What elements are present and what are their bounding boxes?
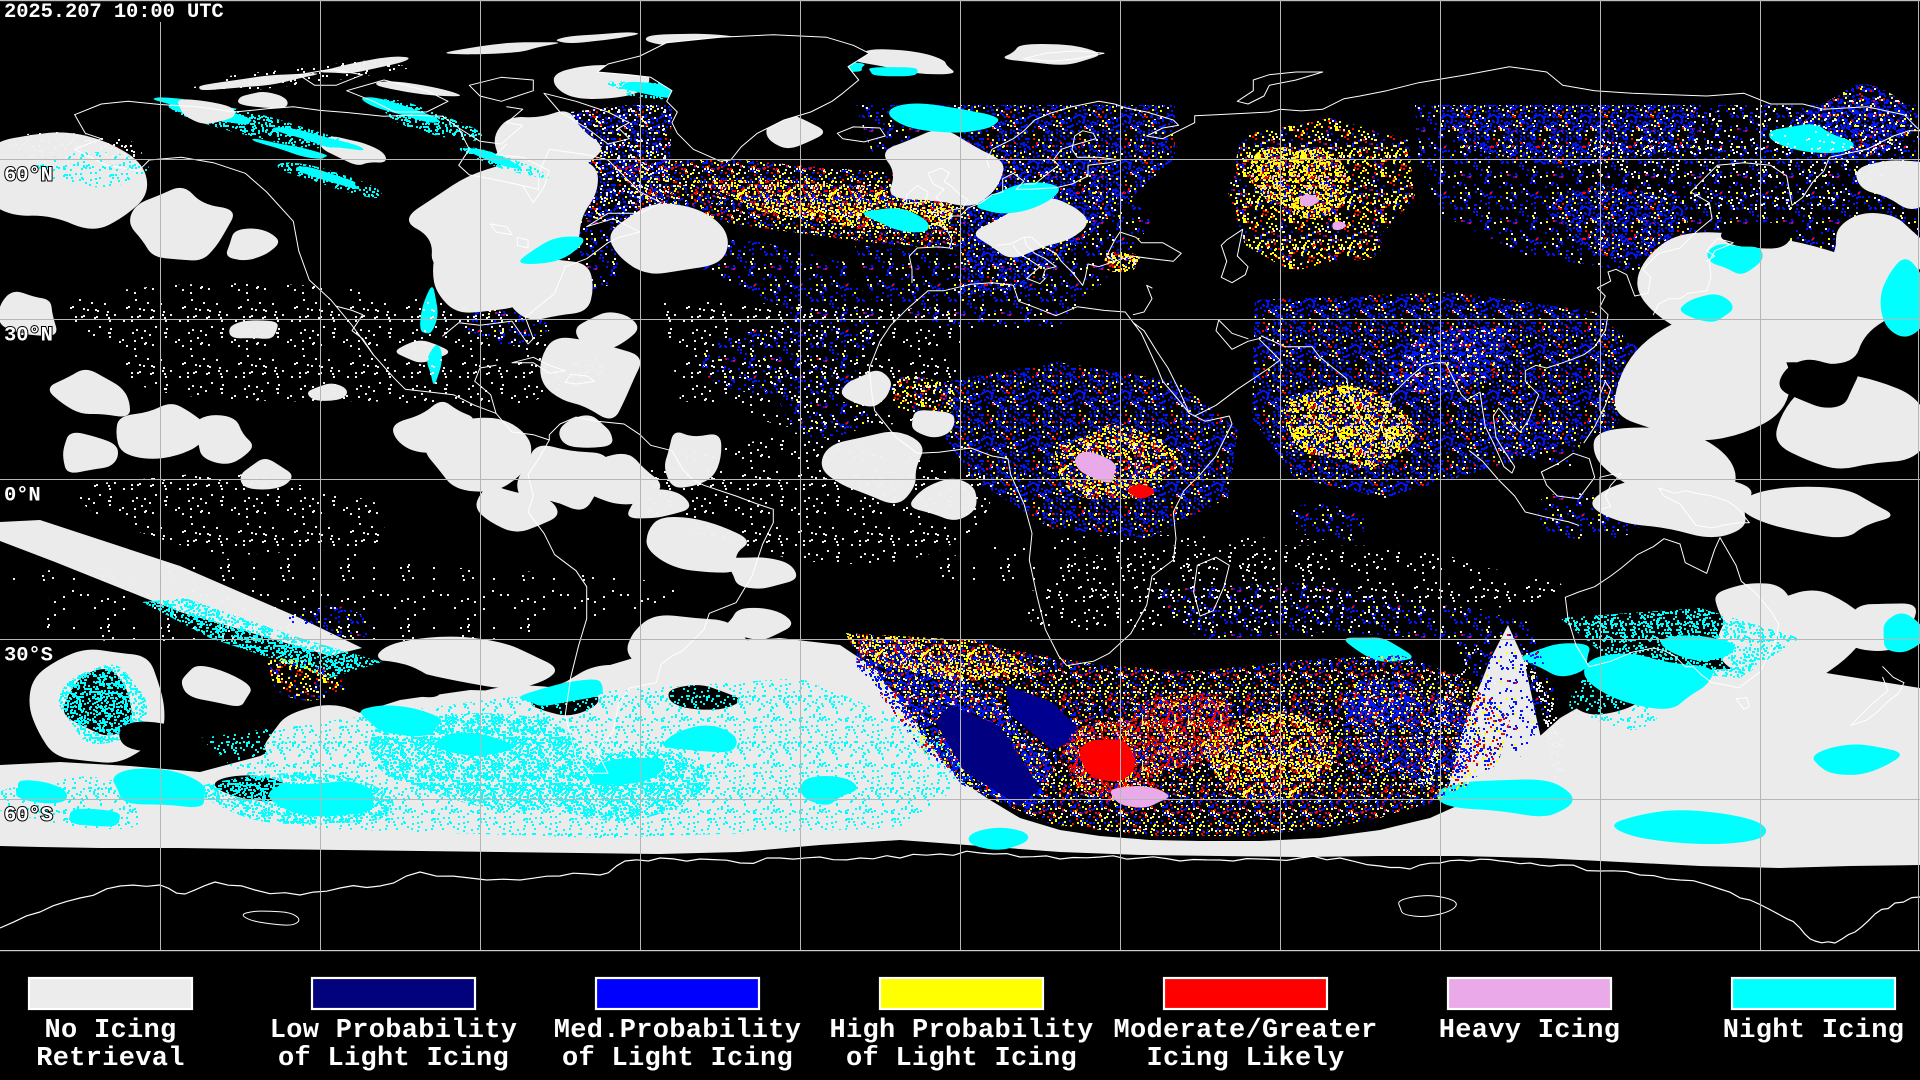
svg-text:60°S: 60°S <box>4 805 53 828</box>
svg-text:60°N: 60°N <box>4 165 53 188</box>
svg-text:30°N: 30°N <box>4 325 53 348</box>
svg-text:Low Probability: Low Probability <box>270 1016 518 1046</box>
svg-text:Icing Likely: Icing Likely <box>1146 1044 1344 1074</box>
svg-text:of Light Icing: of Light Icing <box>846 1044 1077 1074</box>
svg-text:Heavy Icing: Heavy Icing <box>1439 1016 1621 1046</box>
svg-text:Retrieval: Retrieval <box>36 1044 185 1074</box>
svg-text:Night Icing: Night Icing <box>1723 1016 1905 1046</box>
svg-text:2025.207 10:00 UTC: 2025.207 10:00 UTC <box>4 1 224 24</box>
svg-text:30°S: 30°S <box>4 645 53 668</box>
svg-text:Moderate/Greater: Moderate/Greater <box>1113 1016 1377 1046</box>
svg-text:of Light Icing: of Light Icing <box>562 1044 793 1074</box>
svg-text:of Light Icing: of Light Icing <box>278 1044 509 1074</box>
svg-text:0°N: 0°N <box>4 485 41 508</box>
svg-text:High Probability: High Probability <box>829 1016 1093 1046</box>
svg-text:No Icing: No Icing <box>44 1016 176 1046</box>
svg-text:Med.Probability: Med.Probability <box>554 1016 802 1046</box>
